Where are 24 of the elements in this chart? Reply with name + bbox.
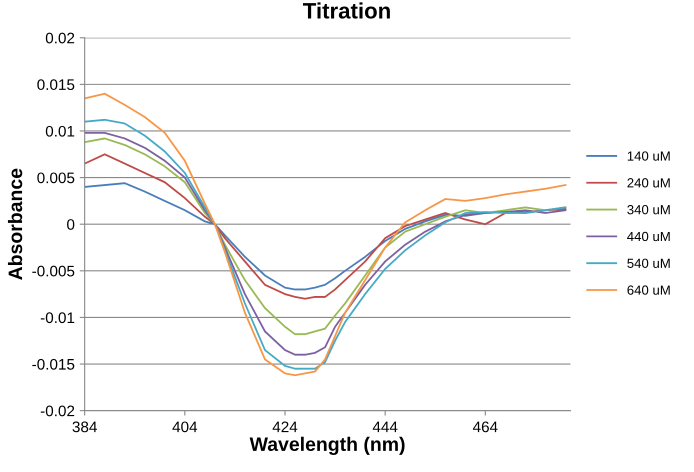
y-tick-label: 0 (67, 219, 74, 230)
y-tick-label: -0.01 (40, 312, 74, 324)
x-tick-label: 464 (472, 421, 498, 432)
y-tick-label: -0.015 (32, 358, 74, 370)
x-tick-label: 424 (272, 421, 298, 432)
y-axis-title: Absorbance (8, 168, 22, 280)
y-tick-label: -0.005 (32, 266, 74, 276)
x-axis-title: Wavelength (nm) (250, 436, 405, 455)
y-tick-label: 0.005 (37, 172, 74, 184)
legend-label: 540 uM (627, 258, 670, 268)
y-tick-label: 0.015 (37, 79, 74, 90)
y-tick-label: 0.01 (46, 126, 74, 137)
x-tick-label: 404 (172, 421, 198, 432)
legend-label: 640 uM (627, 285, 670, 295)
line-series (84, 153, 566, 300)
legend-label: 240 uM (627, 178, 670, 188)
legend-label: 140 uM (628, 151, 670, 161)
legend-label: 340 uM (627, 204, 670, 214)
y-tick-label: -0.02 (40, 406, 74, 416)
chart-title: Titration (303, 2, 390, 19)
x-tick-label: 384 (72, 421, 97, 432)
y-tick-label: 0.02 (46, 32, 74, 44)
legend-label: 440 uM (627, 232, 670, 242)
x-tick-label: 444 (372, 422, 398, 432)
